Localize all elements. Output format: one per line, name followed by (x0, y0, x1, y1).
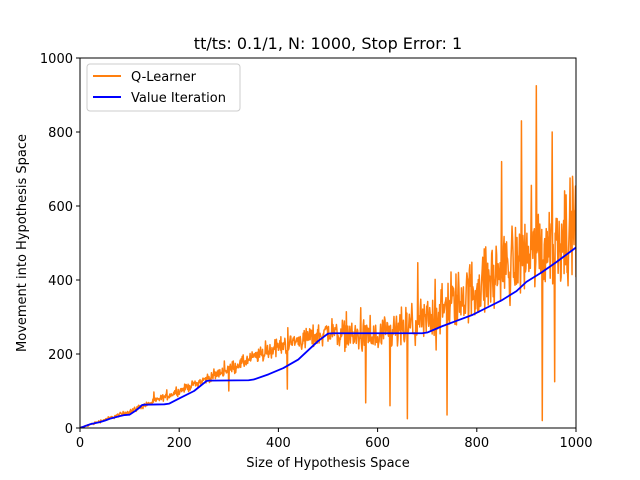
y-axis: 0 200 400 600 800 1000 (40, 52, 80, 437)
plot-area-frame (79, 57, 577, 429)
y-tick-label: 1000 (40, 52, 73, 67)
chart-title: tt/ts: 0.1/1, N: 1000, Stop Error: 1 (194, 34, 462, 53)
legend-label-value-iteration: Value Iteration (131, 91, 226, 106)
y-tick-label: 200 (48, 348, 73, 363)
x-tick-label: 400 (266, 436, 291, 451)
legend-box (86, 63, 241, 112)
series-line-value-iteration (80, 246, 576, 428)
x-tick-label: 200 (167, 436, 192, 451)
legend-label-q-learner: Q-Learner (131, 70, 197, 85)
x-tick-label: 800 (464, 436, 489, 451)
y-tick-label: 0 (65, 422, 73, 437)
y-tick-label: 600 (48, 200, 73, 215)
x-axis: 0 200 400 600 800 1000 (76, 428, 593, 451)
x-axis-label: Size of Hypothesis Space (246, 456, 409, 471)
x-tick-label: 1000 (559, 436, 592, 451)
series-layer (80, 85, 576, 428)
y-tick-label: 800 (48, 126, 73, 141)
x-tick-label: 600 (365, 436, 390, 451)
y-axis-label: Movement into Hypothesis Space (15, 134, 30, 352)
legend: Q-Learner Value Iteration (86, 63, 241, 112)
y-tick-label: 400 (48, 274, 73, 289)
x-tick-label: 0 (76, 436, 84, 451)
